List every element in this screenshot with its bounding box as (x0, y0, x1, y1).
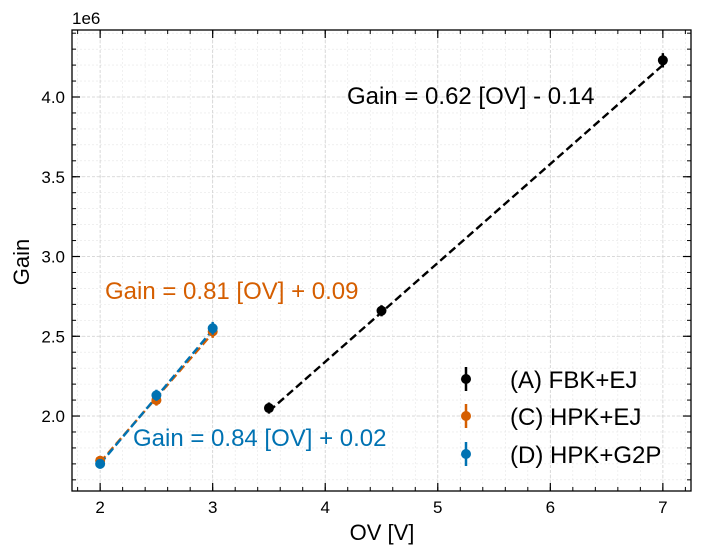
axis-ticks: 2 3 4 5 6 7 2.0 2.5 3.0 3.5 4.0 (41, 30, 691, 517)
legend-entry-hpk-ej: (C) HPK+EJ (461, 404, 641, 431)
x-tick-label: 4 (320, 498, 329, 517)
x-tick-label: 7 (658, 498, 667, 517)
fit-annotation-fbk-ej: Gain = 0.62 [OV] - 0.14 (347, 83, 594, 110)
fit-annotation-hpk-g2p: Gain = 0.84 [OV] + 0.02 (133, 425, 387, 452)
grid (72, 30, 691, 491)
data-points (95, 53, 668, 469)
legend-label: (A) FBK+EJ (510, 367, 637, 394)
plot-frame (71, 29, 692, 492)
marker (95, 458, 106, 469)
y-tick-label: 2.0 (41, 407, 65, 426)
data-point-series-0 (263, 402, 274, 414)
data-point-series-0 (657, 53, 668, 68)
x-tick-label: 2 (95, 498, 104, 517)
y-tick-label: 4.0 (41, 88, 65, 107)
legend-entry-hpk-g2p: (D) HPK+G2P (461, 442, 661, 469)
y-axis-label: Gain (9, 239, 34, 285)
x-axis-label: OV [V] (350, 520, 415, 545)
y-tick-label: 3.5 (41, 168, 65, 187)
marker (376, 305, 387, 316)
legend-entry-fbk-ej: (A) FBK+EJ (461, 367, 637, 394)
legend-label: (C) HPK+EJ (510, 404, 641, 431)
fit-line-series-0 (268, 64, 664, 413)
data-point-series-2 (95, 458, 106, 469)
legend-label: (D) HPK+G2P (510, 442, 661, 469)
x-tick-label: 3 (208, 498, 217, 517)
x-tick-label: 6 (546, 498, 555, 517)
data-point-series-2 (207, 321, 218, 335)
x-tick-label: 5 (433, 498, 442, 517)
marker (657, 55, 668, 66)
fit-annotation-hpk-ej: Gain = 0.81 [OV] + 0.09 (105, 278, 359, 305)
marker (263, 403, 274, 414)
data-point-series-0 (376, 305, 387, 317)
y-tick-label: 3.0 (41, 248, 65, 267)
y-tick-label: 2.5 (41, 327, 65, 346)
legend: (A) FBK+EJ (C) HPK+EJ (D) HPK+G2P (461, 367, 661, 469)
marker (207, 323, 218, 334)
data-point-series-2 (151, 389, 162, 401)
marker (151, 390, 162, 401)
y-offset-label: 1e6 (72, 9, 100, 28)
